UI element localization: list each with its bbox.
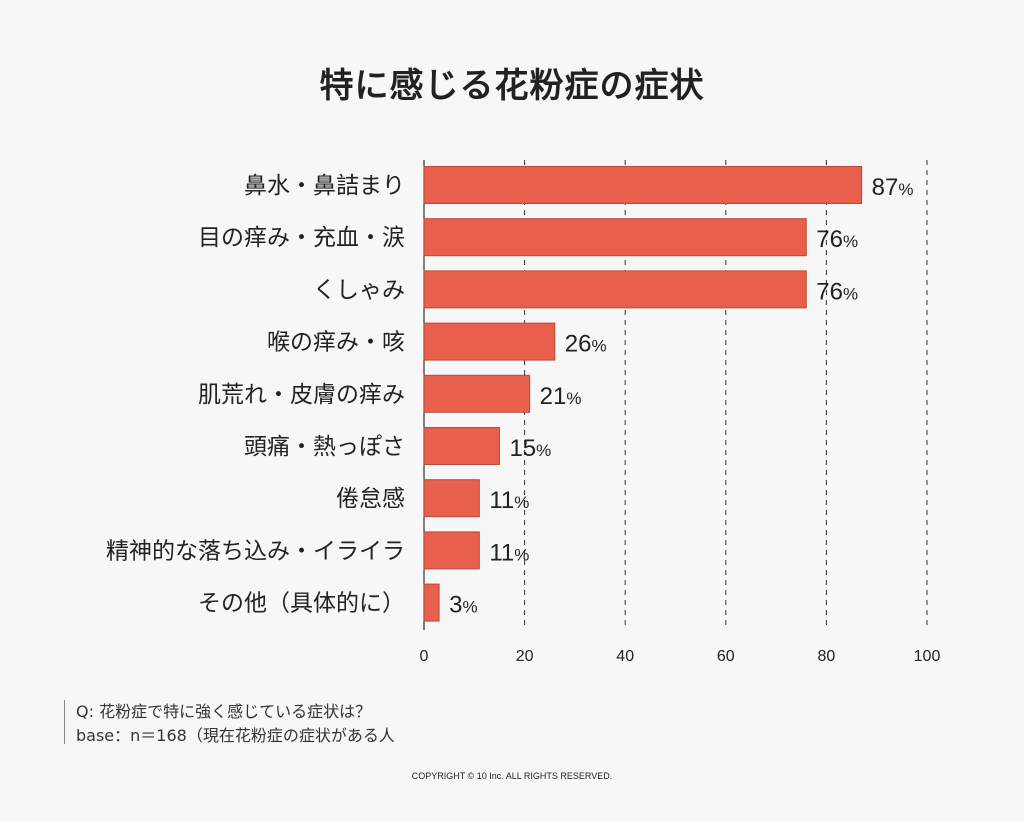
category-label: 倦怠感	[336, 486, 405, 512]
bar	[423, 374, 531, 413]
percent-sign: %	[514, 493, 529, 512]
copyright: COPYRIGHT © 10 Inc. ALL RIGHTS RESERVED.	[411, 771, 613, 781]
value-label: 87%	[872, 174, 914, 201]
bar	[423, 218, 807, 257]
value-label: 76%	[816, 278, 858, 305]
bar	[423, 531, 480, 570]
percent-sign: %	[898, 180, 913, 199]
percent-sign: %	[566, 389, 581, 408]
percent-sign: %	[843, 232, 858, 251]
value-label: 3%	[449, 592, 477, 619]
base-note: base：n＝168（現在花粉症の症状がある人	[76, 726, 395, 745]
x-tick-label: 100	[914, 648, 941, 665]
x-tick-label: 60	[717, 648, 735, 665]
percent-sign: %	[536, 441, 551, 460]
value-label: 15%	[509, 435, 551, 462]
bar	[423, 479, 480, 518]
question-note: Q: 花粉症で特に強く感じている症状は？	[76, 702, 372, 721]
value-label: 11%	[489, 539, 529, 566]
value-label: 26%	[565, 331, 607, 358]
value-label: 11%	[489, 487, 529, 514]
category-label: その他（具体的に）	[198, 591, 405, 617]
category-label: くしゃみ	[313, 277, 405, 303]
note-divider	[64, 700, 65, 744]
category-label: 精神的な落ち込み・イライラ	[106, 538, 405, 564]
category-label: 喉の痒み・咳	[267, 330, 405, 356]
percent-sign: %	[843, 284, 858, 303]
x-tick-label: 0	[420, 648, 429, 665]
category-label: 目の痒み・充血・涙	[198, 225, 405, 251]
bar	[423, 427, 500, 465]
category-label: 鼻水・鼻詰まり	[244, 173, 405, 199]
category-label: 頭痛・熱っぽさ	[244, 434, 405, 460]
category-label: 肌荒れ・皮膚の痒み	[198, 382, 405, 408]
percent-sign: %	[514, 545, 529, 564]
percent-sign: %	[591, 337, 606, 356]
percent-sign: %	[462, 598, 477, 617]
bar	[423, 583, 440, 622]
bar	[423, 166, 863, 204]
chart-title: 特に感じる花粉症の症状	[319, 66, 705, 106]
bar	[423, 270, 807, 309]
bar	[423, 322, 556, 361]
value-label: 21%	[540, 383, 582, 410]
x-tick-label: 20	[516, 648, 534, 665]
value-label: 76%	[816, 226, 858, 253]
x-tick-label: 40	[616, 648, 634, 665]
x-tick-label: 80	[818, 648, 836, 665]
